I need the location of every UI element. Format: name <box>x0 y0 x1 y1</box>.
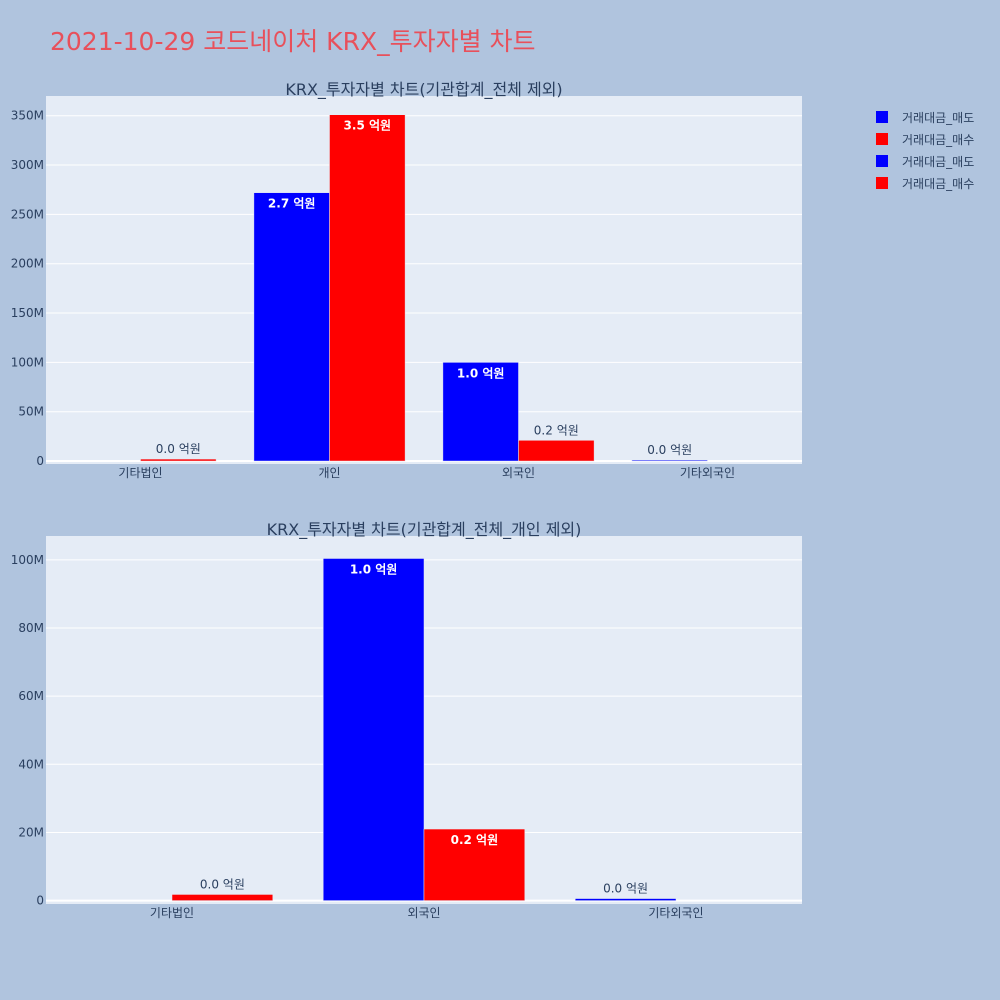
x-tick-label: 기타외국인 <box>648 906 703 920</box>
legend-label: 거래대금_매도 <box>902 110 975 125</box>
data-label: 0.2 억원 <box>534 423 579 437</box>
data-label: 0.0 억원 <box>603 882 648 896</box>
legend-item[interactable]: 거래대금_매도 <box>876 106 974 128</box>
page-title: 2021-10-29 코드네이처 KRX_투자자별 차트 <box>50 27 536 56</box>
bar <box>322 558 425 901</box>
bar <box>329 114 406 462</box>
data-label: 0.0 억원 <box>200 877 245 891</box>
legend-item[interactable]: 거래대금_매수 <box>876 128 974 150</box>
y-tick-label: 250M <box>11 207 44 221</box>
y-tick-label: 60M <box>18 689 44 703</box>
x-tick-label: 기타법인 <box>118 466 162 480</box>
data-label: 2.7 억원 <box>268 197 316 211</box>
bar <box>423 828 526 901</box>
legend-item[interactable]: 거래대금_매도 <box>876 150 974 172</box>
x-tick-label: 외국인 <box>502 466 535 480</box>
y-tick-label: 80M <box>18 621 44 635</box>
y-tick-label: 0 <box>36 454 44 468</box>
legend-swatch <box>876 133 888 145</box>
data-label: 1.0 억원 <box>457 366 505 380</box>
legend-swatch <box>876 155 888 167</box>
plot-area <box>46 96 802 464</box>
x-tick-label: 기타외국인 <box>680 466 735 480</box>
legend-swatch <box>876 111 888 123</box>
legend-label: 거래대금_매도 <box>902 154 975 169</box>
bar <box>171 894 274 901</box>
data-label: 0.0 억원 <box>647 443 692 457</box>
legend-label: 거래대금_매수 <box>902 132 975 147</box>
data-label: 1.0 억원 <box>350 562 398 576</box>
y-tick-label: 40M <box>18 757 44 771</box>
data-label: 0.0 억원 <box>156 442 201 456</box>
y-tick-label: 150M <box>11 306 44 320</box>
legend: 거래대금_매도 거래대금_매수 거래대금_매도 거래대금_매수 <box>876 106 974 194</box>
y-tick-label: 20M <box>18 825 44 839</box>
legend-swatch <box>876 177 888 189</box>
y-tick-label: 100M <box>11 553 44 567</box>
bar <box>140 458 217 462</box>
legend-label: 거래대금_매수 <box>902 176 975 191</box>
x-tick-label: 외국인 <box>407 906 440 920</box>
bar <box>253 192 330 462</box>
y-tick-label: 0 <box>36 894 44 908</box>
bar <box>574 898 677 901</box>
subplot-title: KRX_투자자별 차트(기관합계_전체 제외) <box>285 80 562 100</box>
y-tick-label: 50M <box>18 405 44 419</box>
bar <box>631 459 708 462</box>
y-tick-label: 200M <box>11 257 44 271</box>
legend-item[interactable]: 거래대금_매수 <box>876 172 974 194</box>
data-label: 3.5 억원 <box>344 119 392 133</box>
x-tick-label: 기타법인 <box>150 906 194 920</box>
y-tick-label: 100M <box>11 355 44 369</box>
data-label: 0.2 억원 <box>451 833 499 847</box>
subplot-title: KRX_투자자별 차트(기관합계_전체_개인 제외) <box>267 520 582 540</box>
y-tick-label: 300M <box>11 158 44 172</box>
bar <box>442 362 519 462</box>
y-tick-label: 350M <box>11 109 44 123</box>
bar <box>518 440 595 462</box>
x-tick-label: 개인 <box>318 466 340 480</box>
